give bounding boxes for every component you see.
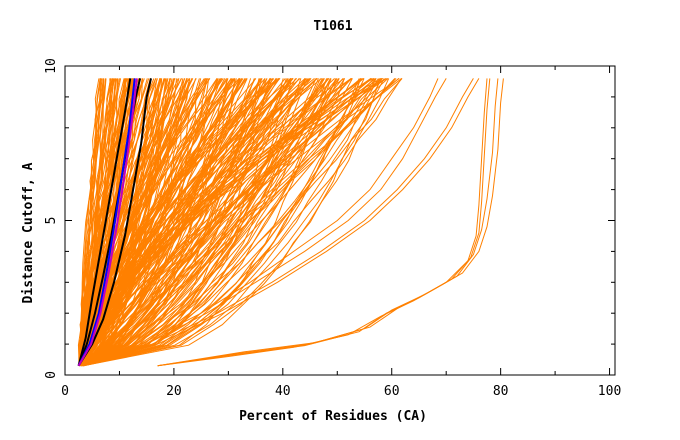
orange-model-curve <box>79 78 190 367</box>
highlight-layer <box>77 78 152 367</box>
black-highlight-curve <box>77 78 152 367</box>
outlier-model-curve <box>81 78 480 367</box>
purple-highlight-curve <box>77 78 138 367</box>
x-tick-label: 20 <box>166 384 182 399</box>
orange-model-curve <box>81 78 328 367</box>
ticks-layer: 0 20 40 60 80 100 0 5 10 <box>44 58 621 399</box>
orange-model-curve <box>79 78 261 366</box>
orange-model-curve <box>80 78 377 367</box>
orange-model-curve <box>79 78 101 366</box>
orange-model-curve <box>78 78 241 367</box>
orange-model-curve <box>83 78 385 367</box>
orange-model-curve <box>81 78 182 366</box>
outlier-model-curve <box>157 78 504 367</box>
x-tick-label: 0 <box>61 384 69 399</box>
orange-model-curve <box>78 78 241 367</box>
orange-model-curve <box>82 78 302 367</box>
orange-model-curve <box>81 78 263 367</box>
orange-model-curve <box>81 78 277 367</box>
orange-model-curve <box>79 78 232 366</box>
outlier-model-curve <box>81 78 439 367</box>
outlier-model-curve <box>81 78 474 367</box>
orange-model-curve <box>79 78 291 366</box>
orange-model-curve <box>79 78 322 366</box>
outlier-model-curve <box>81 78 447 367</box>
orange-model-curve <box>82 78 375 367</box>
x-tick-label: 80 <box>493 384 509 399</box>
orange-model-curve <box>81 78 402 367</box>
blue-highlight-curve <box>77 78 136 367</box>
orange-model-curve <box>80 78 294 366</box>
orange-model-curve <box>80 78 131 366</box>
orange-model-curve <box>82 78 338 367</box>
orange-model-curve <box>78 78 293 367</box>
orange-model-curve <box>82 78 400 367</box>
y-axis-label: Distance Cutoff, A <box>21 162 36 303</box>
orange-model-curve <box>80 78 284 367</box>
orange-model-curve <box>83 78 332 367</box>
orange-model-curve <box>83 78 228 367</box>
orange-model-curve <box>78 78 376 366</box>
orange-model-curve <box>80 78 396 367</box>
orange-model-curve <box>79 78 268 366</box>
y-tick-label: 5 <box>44 217 59 225</box>
orange-model-curve <box>81 78 323 367</box>
orange-model-curve <box>82 78 292 367</box>
x-tick-label: 40 <box>275 384 291 399</box>
orange-model-curve <box>79 78 233 367</box>
x-axis-label: Percent of Residues (CA) <box>239 409 427 424</box>
y-tick-label: 10 <box>44 58 59 74</box>
orange-model-curve <box>82 78 362 367</box>
y-tick-label: 0 <box>44 371 59 379</box>
orange-model-curve <box>79 78 403 367</box>
orange-model-curve <box>79 78 240 366</box>
orange-model-curve <box>79 78 236 367</box>
orange-model-curve <box>81 78 296 367</box>
orange-model-curve <box>81 78 377 367</box>
orange-model-curve <box>79 78 207 366</box>
x-tick-label: 60 <box>384 384 400 399</box>
orange-model-curve <box>79 78 236 367</box>
orange-model-curve <box>81 78 331 367</box>
orange-model-curve <box>82 78 340 367</box>
orange-model-curve <box>80 78 188 367</box>
black-highlight-curve <box>77 78 132 366</box>
orange-model-curve <box>80 78 171 367</box>
x-tick-label: 100 <box>598 384 621 399</box>
chart-title: T1061 <box>313 19 352 34</box>
orange-model-curve <box>78 78 104 366</box>
